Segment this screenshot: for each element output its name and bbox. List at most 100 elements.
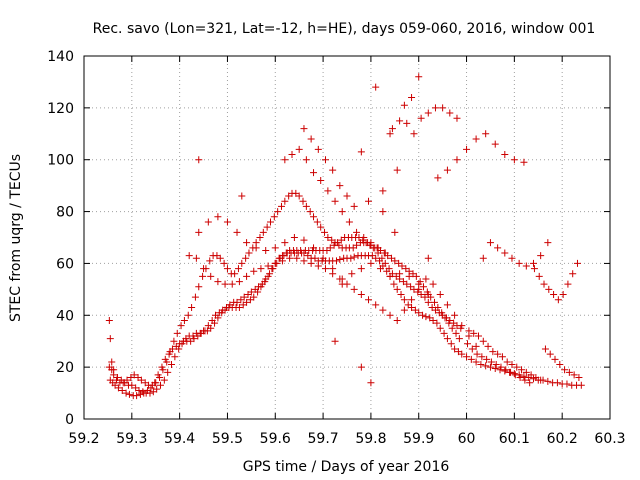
data-point bbox=[526, 379, 534, 387]
data-point bbox=[288, 151, 296, 159]
data-point bbox=[231, 270, 239, 278]
data-point bbox=[511, 371, 519, 379]
data-point bbox=[434, 304, 442, 312]
data-point bbox=[479, 254, 487, 262]
data-point bbox=[321, 265, 329, 273]
data-point bbox=[347, 254, 355, 262]
data-point bbox=[220, 259, 228, 267]
data-point bbox=[321, 228, 329, 236]
data-point bbox=[478, 353, 486, 361]
data-point bbox=[419, 311, 427, 319]
data-point bbox=[396, 117, 404, 125]
data-point bbox=[233, 298, 241, 306]
data-point bbox=[522, 368, 530, 376]
x-tick-label: 59.6 bbox=[260, 431, 291, 447]
data-point bbox=[281, 239, 289, 247]
data-point bbox=[243, 272, 251, 280]
data-point bbox=[367, 259, 375, 267]
data-point bbox=[353, 228, 361, 236]
data-point bbox=[235, 304, 243, 312]
data-point bbox=[300, 236, 308, 244]
data-point bbox=[458, 350, 466, 358]
data-point bbox=[429, 316, 437, 324]
data-point bbox=[108, 366, 116, 374]
data-point bbox=[393, 285, 401, 293]
data-point bbox=[422, 275, 430, 283]
data-point bbox=[381, 259, 389, 267]
data-point bbox=[108, 358, 116, 366]
data-point bbox=[463, 353, 471, 361]
data-point bbox=[177, 322, 185, 330]
data-point bbox=[114, 384, 122, 392]
data-point bbox=[431, 104, 439, 112]
data-point bbox=[537, 252, 545, 260]
data-point bbox=[243, 239, 251, 247]
data-point bbox=[281, 197, 289, 205]
data-point bbox=[219, 306, 227, 314]
data-point bbox=[151, 379, 159, 387]
data-point bbox=[157, 381, 165, 389]
data-point bbox=[140, 389, 148, 397]
data-point bbox=[482, 362, 490, 370]
data-point bbox=[153, 385, 161, 393]
data-point bbox=[326, 244, 334, 252]
x-tick-label: 60.3 bbox=[594, 431, 625, 447]
data-point bbox=[221, 280, 229, 288]
data-point bbox=[365, 296, 373, 304]
data-point bbox=[447, 340, 455, 348]
data-point bbox=[381, 249, 389, 257]
data-point bbox=[338, 280, 346, 288]
data-point bbox=[518, 366, 526, 374]
x-tick-label: 59.7 bbox=[308, 431, 339, 447]
data-point bbox=[266, 218, 274, 226]
data-point bbox=[274, 208, 282, 216]
x-tick-labels: 59.2 59.3 59.4 59.5 59.6 59.7 59.8 59.9 60 60.1 60… bbox=[68, 431, 625, 447]
y-tick-label: 140 bbox=[47, 49, 74, 65]
data-point bbox=[415, 280, 423, 288]
data-point bbox=[105, 316, 113, 324]
data-point bbox=[195, 156, 203, 164]
data-point bbox=[357, 291, 365, 299]
data-point bbox=[372, 254, 380, 262]
data-point bbox=[482, 130, 490, 138]
data-point bbox=[195, 283, 203, 291]
data-point bbox=[168, 345, 176, 353]
data-point bbox=[277, 202, 285, 210]
data-point bbox=[492, 361, 500, 369]
data-point bbox=[357, 363, 365, 371]
data-point bbox=[470, 329, 478, 337]
y-tick-labels: 0 20 40 60 80 100 120 140 bbox=[47, 49, 74, 428]
data-point bbox=[420, 283, 428, 291]
data-point bbox=[350, 285, 358, 293]
data-point bbox=[372, 301, 380, 309]
x-tick-label: 60.1 bbox=[499, 431, 530, 447]
data-point bbox=[176, 340, 184, 348]
data-point bbox=[173, 329, 181, 337]
data-point bbox=[510, 156, 518, 164]
data-point bbox=[453, 156, 461, 164]
data-point bbox=[410, 130, 418, 138]
data-point bbox=[424, 254, 432, 262]
data-point bbox=[168, 361, 176, 369]
data-point bbox=[556, 361, 564, 369]
y-tick-label: 40 bbox=[56, 308, 74, 324]
data-point bbox=[204, 218, 212, 226]
data-point bbox=[262, 275, 270, 283]
data-point bbox=[201, 327, 209, 335]
data-point bbox=[214, 278, 222, 286]
data-point bbox=[386, 272, 394, 280]
data-point bbox=[400, 296, 408, 304]
data-point bbox=[357, 148, 365, 156]
data-point bbox=[118, 386, 126, 394]
data-point bbox=[256, 234, 264, 241]
data-point bbox=[307, 135, 315, 143]
data-point bbox=[378, 254, 386, 262]
data-point bbox=[324, 234, 332, 241]
data-point bbox=[310, 213, 318, 221]
data-point bbox=[269, 265, 277, 273]
data-point bbox=[298, 249, 306, 257]
data-point bbox=[250, 267, 258, 275]
data-point bbox=[520, 372, 528, 380]
data-point bbox=[544, 239, 552, 247]
data-point bbox=[415, 73, 423, 81]
